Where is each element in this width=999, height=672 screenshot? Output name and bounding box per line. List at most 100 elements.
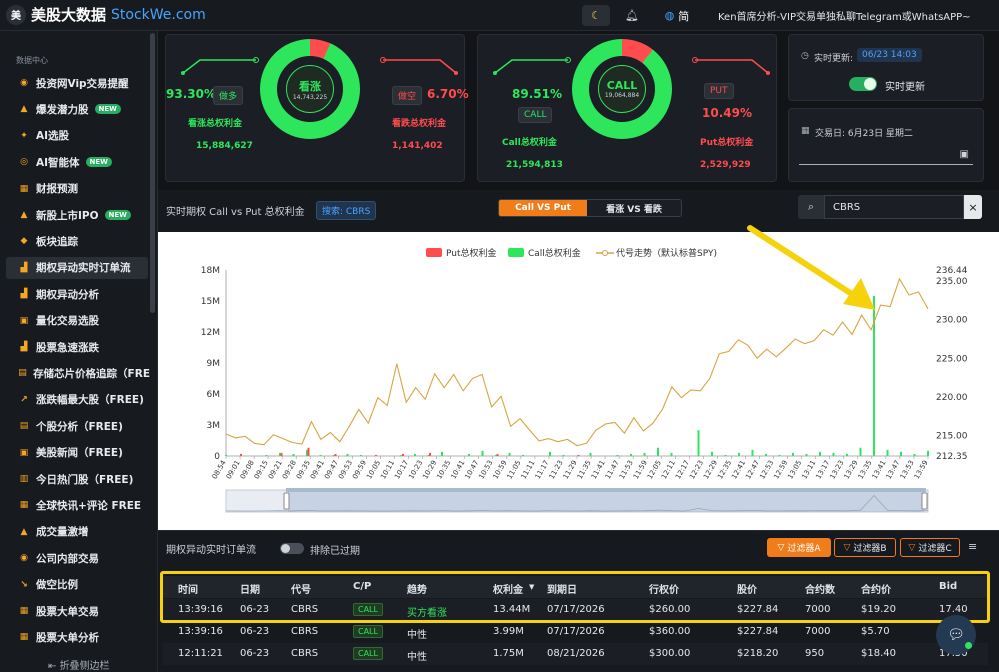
sidebar-item-6[interactable]: ◆ 板块追踪 xyxy=(0,230,150,252)
dark-mode-moon-icon[interactable]: ☾ xyxy=(582,5,610,26)
table-row[interactable]: 13:39:16 06-23 CBRS CALL 买方看涨 13.44M 07/17/202… xyxy=(163,599,988,621)
exclude-expired-toggle[interactable] xyxy=(280,543,304,554)
sidebar-item-0[interactable]: ◉ 投资网Vip交易提醒 xyxy=(0,72,150,94)
ticker-search-input[interactable] xyxy=(824,195,964,219)
column-header-1[interactable]: 日期 xyxy=(240,585,260,596)
call-trend-sparkline-icon xyxy=(493,57,571,75)
clear-search-button[interactable]: × xyxy=(964,195,982,219)
sidebar-item-10[interactable]: ▟ 股票急速涨跌 xyxy=(0,336,150,358)
call-bar xyxy=(522,454,524,456)
logo[interactable]: 美 美股大数据 StockWe.com xyxy=(6,4,206,25)
column-header-4[interactable]: 趋势 xyxy=(407,585,427,596)
bull-premium-value: 15,884,627 xyxy=(196,141,253,151)
sidebar-item-18[interactable]: ◉ 公司内部交易 xyxy=(0,547,150,569)
tab-bull-vs-bear[interactable]: 看涨 VS 看跌 xyxy=(587,200,681,216)
put-percent: 10.49% xyxy=(702,106,752,120)
search-icon[interactable]: ⌕ xyxy=(798,195,824,219)
sidebar-item-20[interactable]: ▦ 股票大单交易 xyxy=(0,600,150,622)
sidebar-item-4[interactable]: ▦ 财报预测 xyxy=(0,178,150,200)
chat-support-icon[interactable]: 💬︎ xyxy=(936,615,976,655)
sort-desc-icon[interactable]: ▼ xyxy=(529,583,535,591)
language-switcher[interactable]: ◍ 简 xyxy=(656,5,698,26)
sidebar-item-8[interactable]: ▟ 期权异动分析 xyxy=(0,283,150,305)
sidebar-item-1[interactable]: ▲ 爆发潜力股 NEW xyxy=(0,98,150,120)
call-premium-label: Call总权利金 xyxy=(502,138,557,148)
table-cell: 13.44M xyxy=(493,604,531,615)
sidebar-item-3[interactable]: ◎ AI智能体 NEW xyxy=(0,151,150,173)
sidebar-item-15[interactable]: ▥ 今日热门股（FREE) xyxy=(0,468,150,490)
call-bar xyxy=(805,453,808,456)
sidebar-item-16[interactable]: ▦ 全球快讯+评论 FREE xyxy=(0,494,150,516)
y-right-tick: 215.00 xyxy=(936,432,968,442)
table-cell: 07/17/2026 xyxy=(547,626,605,637)
sidebar-item-label: 今日热门股（FREE) xyxy=(36,473,134,486)
table-cell: 买方看涨 xyxy=(407,608,447,619)
sidebar-item-17[interactable]: ▲ 成交量激增 xyxy=(0,521,150,543)
clock-icon: ◷ xyxy=(801,51,809,61)
table-cell: $360.00 xyxy=(649,626,691,637)
sidebar-item-14[interactable]: ▣ 美股新闻（FREE) xyxy=(0,442,150,464)
table-cell: CBRS xyxy=(291,648,319,659)
table-cell: 07/17/2026 xyxy=(547,604,605,615)
column-header-6[interactable]: 到期日 xyxy=(547,585,577,596)
tab-call-vs-put[interactable]: Call VS Put xyxy=(499,200,587,216)
marquee-announcement[interactable]: Ken首席分析-VIP交易单独私聊Telegram或WhatsAPP~ xyxy=(718,12,971,23)
chart-panel-title: 实时期权 Call vs Put 总权利金 xyxy=(166,207,305,218)
sidebar-item-label: 股票大单交易 xyxy=(36,605,99,618)
put-bar xyxy=(496,453,499,456)
call-put-summary-card: 89.51% CALL Call总权利金 21,594,813 CALL 19,… xyxy=(477,34,777,182)
bull-tag: 做多 xyxy=(213,86,244,105)
table-cell: $300.00 xyxy=(649,648,691,659)
column-header-3[interactable]: C/P xyxy=(353,581,372,592)
table-cell: 7000 xyxy=(805,626,831,637)
filter-c-button[interactable]: ▽ 过滤器C xyxy=(900,538,960,557)
column-header-7[interactable]: 行权价 xyxy=(649,585,679,596)
column-header-8[interactable]: 股价 xyxy=(737,585,757,596)
notification-bell-icon[interactable]: 🔔︎ xyxy=(625,9,639,22)
sidebar-item-label: 量化交易选股 xyxy=(36,315,99,328)
sidebar-item-2[interactable]: ✦ AI选股 xyxy=(0,125,150,147)
sidebar-scrollbar[interactable] xyxy=(150,33,155,313)
realtime-toggle[interactable] xyxy=(849,77,877,91)
column-header-5[interactable]: 权利金 xyxy=(493,585,523,596)
sidebar-item-19[interactable]: ↘ 做空比例 xyxy=(0,574,150,596)
sidebar-item-icon: ✦ xyxy=(20,130,28,141)
table-row[interactable]: 13:39:16 06-23 CBRS CALL 中性 3.99M 07/17/2026 $3… xyxy=(163,621,988,643)
column-header-11[interactable]: Bid xyxy=(939,581,958,592)
collapse-sidebar-button[interactable]: ⇤ 折叠侧边栏 xyxy=(48,661,110,672)
bear-premium-value: 1,141,402 xyxy=(392,141,443,151)
column-header-2[interactable]: 代号 xyxy=(291,585,311,596)
sidebar-item-12[interactable]: ↗ 涨跌幅最大股（FREE) xyxy=(0,389,150,411)
sidebar-item-11[interactable]: ▤ 存储芯片价格追踪（FRE xyxy=(0,362,150,384)
column-header-0[interactable]: 时间 xyxy=(178,585,198,596)
column-header-10[interactable]: 合约价 xyxy=(861,585,891,596)
legend-swatch-1 xyxy=(508,248,524,257)
column-header-9[interactable]: 合约数 xyxy=(805,585,835,596)
sidebar-item-label: 做空比例 xyxy=(36,579,78,592)
sidebar-item-5[interactable]: ▲ 新股上市IPO NEW xyxy=(0,204,150,226)
sidebar: 数据中心 ◉ 投资网Vip交易提醒 ▲ 爆发潜力股 NEW ✦ AI选股 ◎ AI智能体 NEW ▦… xyxy=(0,31,158,672)
filter-a-button[interactable]: ▽ 过滤器A xyxy=(767,538,831,557)
legend-label-0: Put总权利金 xyxy=(446,247,497,259)
logo-icon: 美 xyxy=(6,4,26,25)
table-cell: CBRS xyxy=(291,604,319,615)
zoom-slider-preview xyxy=(225,494,929,512)
date-picker-input[interactable]: ▣ xyxy=(799,145,973,165)
put-bar xyxy=(240,453,242,456)
table-row[interactable]: 12:11:21 06-23 CBRS CALL 中性 1.75M 08/21/2026 $3… xyxy=(163,643,988,665)
sidebar-item-9[interactable]: ▣ 量化交易选股 xyxy=(0,310,150,332)
sidebar-item-21[interactable]: ▦ 股票大单分析 xyxy=(0,626,150,648)
top-bar: 美 美股大数据 StockWe.com ☾ 🔔︎ ◍ 简 Ken首席分析-VIP交… xyxy=(0,0,999,31)
sidebar-item-13[interactable]: ▤ 个股分析（FREE) xyxy=(0,415,150,437)
update-time-value: 06/23 14:03 xyxy=(857,48,922,62)
call-bar xyxy=(468,453,470,456)
bear-tag: 做空 xyxy=(392,86,423,105)
put-bar xyxy=(307,447,310,456)
call-bar xyxy=(360,454,362,456)
table-cell: CALL xyxy=(353,647,383,660)
column-settings-icon[interactable]: ≡ xyxy=(968,540,978,553)
sidebar-item-7[interactable]: ▟ 期权异动实时订单流 xyxy=(6,256,148,279)
put-bar xyxy=(577,454,580,456)
filter-b-button[interactable]: ▽ 过滤器B xyxy=(834,538,896,557)
sidebar-item-icon: ▟ xyxy=(20,342,28,352)
